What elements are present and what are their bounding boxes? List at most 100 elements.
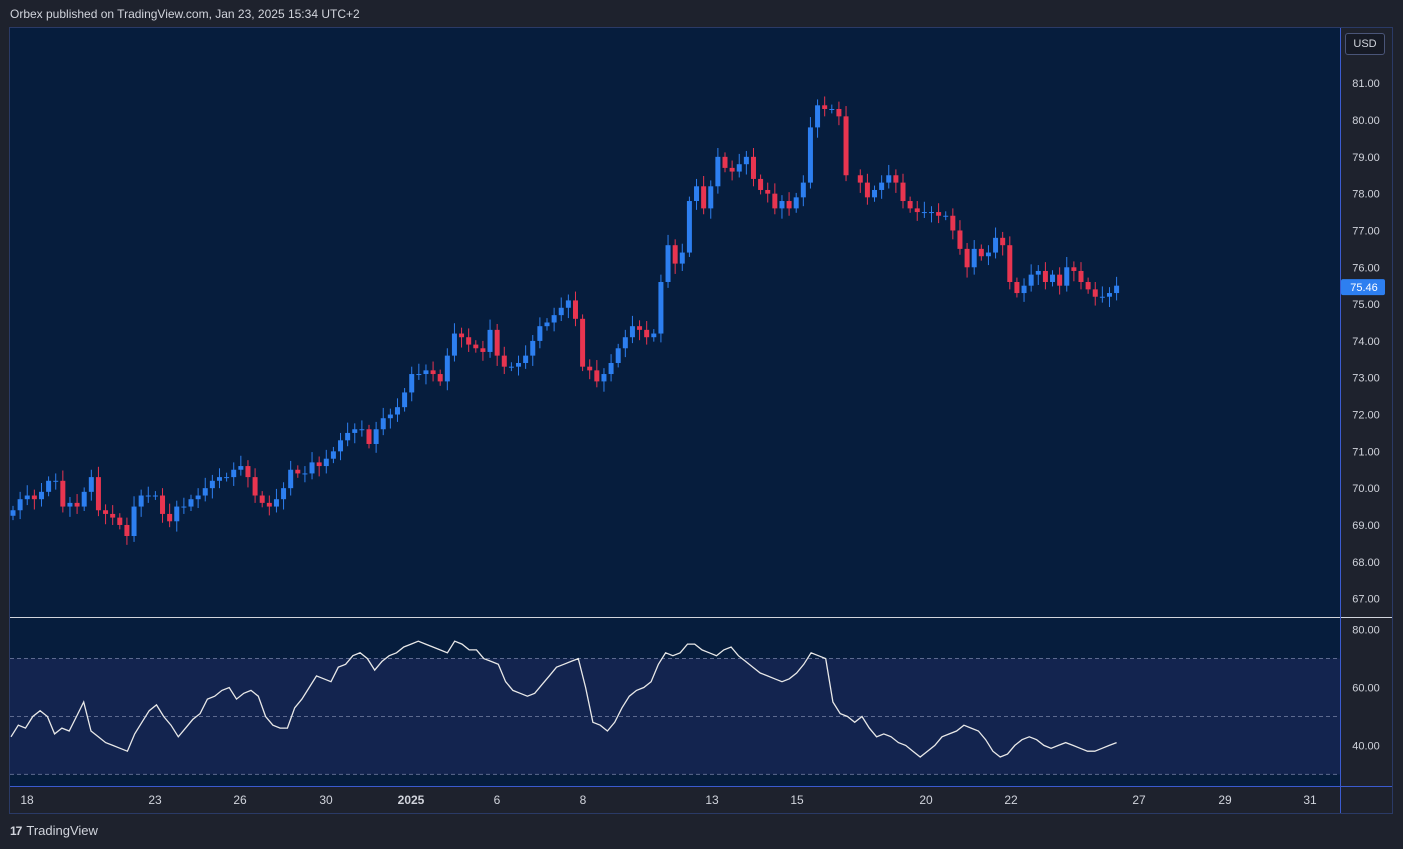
candle-body: [387, 414, 393, 419]
candle-body: [338, 440, 344, 452]
candle-body: [266, 502, 272, 507]
candle-body: [572, 300, 578, 319]
last-price-tag: 75.46: [1341, 279, 1385, 296]
candle-body: [530, 340, 536, 356]
candle-body: [444, 355, 450, 382]
candle-body: [295, 469, 301, 474]
time-tick-label: 22: [1004, 793, 1018, 807]
candle-body: [943, 215, 949, 217]
candle-body: [551, 315, 557, 323]
time-tick-label: 30: [319, 793, 333, 807]
candle-body: [402, 392, 408, 408]
candle-body: [608, 362, 614, 375]
candle-body: [323, 458, 329, 467]
time-tick-label: 27: [1132, 793, 1146, 807]
candle-body: [466, 337, 472, 345]
time-tick-label: 20: [919, 793, 933, 807]
candle-body: [637, 326, 643, 330]
candle-body: [1085, 282, 1091, 290]
candle-body: [1064, 267, 1070, 286]
candle-body: [494, 329, 500, 356]
candle-body: [145, 495, 151, 497]
candle-body: [622, 337, 628, 349]
tradingview-logo-icon: 17: [10, 823, 22, 838]
candle-body: [330, 451, 336, 459]
candle-body: [508, 366, 514, 368]
rsi-axis: 80.00 60.00 40.00: [1352, 625, 1380, 753]
candle-body: [644, 329, 650, 338]
candle-body: [629, 326, 635, 338]
candle-body: [88, 477, 94, 492]
candle-body: [188, 499, 194, 507]
candle-body: [523, 355, 529, 363]
price-tick-label: 71.00: [1352, 446, 1380, 458]
candle-body: [1014, 282, 1020, 294]
time-tick-label: 2025: [398, 793, 425, 807]
candle-body: [53, 480, 59, 482]
candle-body: [281, 488, 287, 500]
candle-body: [1092, 289, 1098, 297]
time-tick-label: 29: [1218, 793, 1232, 807]
candle-body: [124, 524, 130, 537]
candle-body: [843, 116, 849, 176]
candle-body: [131, 506, 137, 537]
rsi-tick-label: 60.00: [1352, 683, 1380, 695]
candle-body: [665, 245, 671, 283]
candle-body: [31, 495, 37, 500]
candle-body: [103, 510, 109, 514]
candle-body: [95, 477, 101, 511]
candle-body: [1114, 285, 1120, 294]
candle-body: [416, 374, 422, 376]
candle-body: [430, 370, 436, 375]
candle-body: [779, 201, 785, 209]
price-tick-label: 70.00: [1352, 483, 1380, 495]
candle-body: [907, 201, 913, 209]
candle-body: [672, 245, 678, 264]
time-tick-label: 26: [233, 793, 247, 807]
candle-body: [202, 488, 208, 496]
candle-body: [914, 208, 920, 213]
candle-body: [1021, 285, 1027, 294]
candle-body: [366, 429, 372, 444]
time-tick-label: 13: [705, 793, 719, 807]
candle-body: [181, 506, 187, 508]
chart-frame: [9, 27, 1393, 814]
candle-body: [245, 466, 251, 478]
time-tick-label: 23: [148, 793, 162, 807]
candle-body: [1071, 267, 1077, 271]
candle-body: [985, 252, 991, 257]
candle-body: [152, 495, 158, 497]
price-tick-label: 73.00: [1352, 373, 1380, 385]
candle-body: [729, 167, 735, 172]
candles-group: [10, 96, 1120, 545]
candle-body: [601, 374, 607, 382]
candle-body: [224, 477, 230, 479]
candle-body: [701, 186, 707, 209]
candle-body: [694, 186, 700, 202]
candle-body: [928, 212, 934, 214]
price-tick-label: 81.00: [1352, 78, 1380, 90]
candle-body: [936, 212, 942, 216]
candle-body: [160, 495, 166, 514]
candle-body: [1007, 245, 1013, 283]
candle-body: [352, 429, 358, 433]
candle-body: [473, 344, 479, 349]
candle-body: [1035, 270, 1041, 275]
price-tick-label: 69.00: [1352, 520, 1380, 532]
candle-body: [309, 462, 315, 474]
currency-button[interactable]: USD: [1345, 33, 1385, 55]
candle-body: [216, 477, 222, 481]
candle-body: [772, 193, 778, 209]
price-tick-label: 78.00: [1352, 189, 1380, 201]
rsi-band-lines: [10, 658, 1340, 775]
candle-body: [174, 506, 180, 522]
candle-body: [544, 322, 550, 327]
candle-body: [238, 466, 244, 470]
price-tick-label: 75.00: [1352, 299, 1380, 311]
candle-body: [252, 477, 258, 496]
publish-header: Orbex published on TradingView.com, Jan …: [10, 7, 360, 21]
footer-brand: 17 TradingView: [10, 823, 98, 838]
candle-body: [708, 186, 714, 209]
candle-body: [138, 495, 144, 507]
